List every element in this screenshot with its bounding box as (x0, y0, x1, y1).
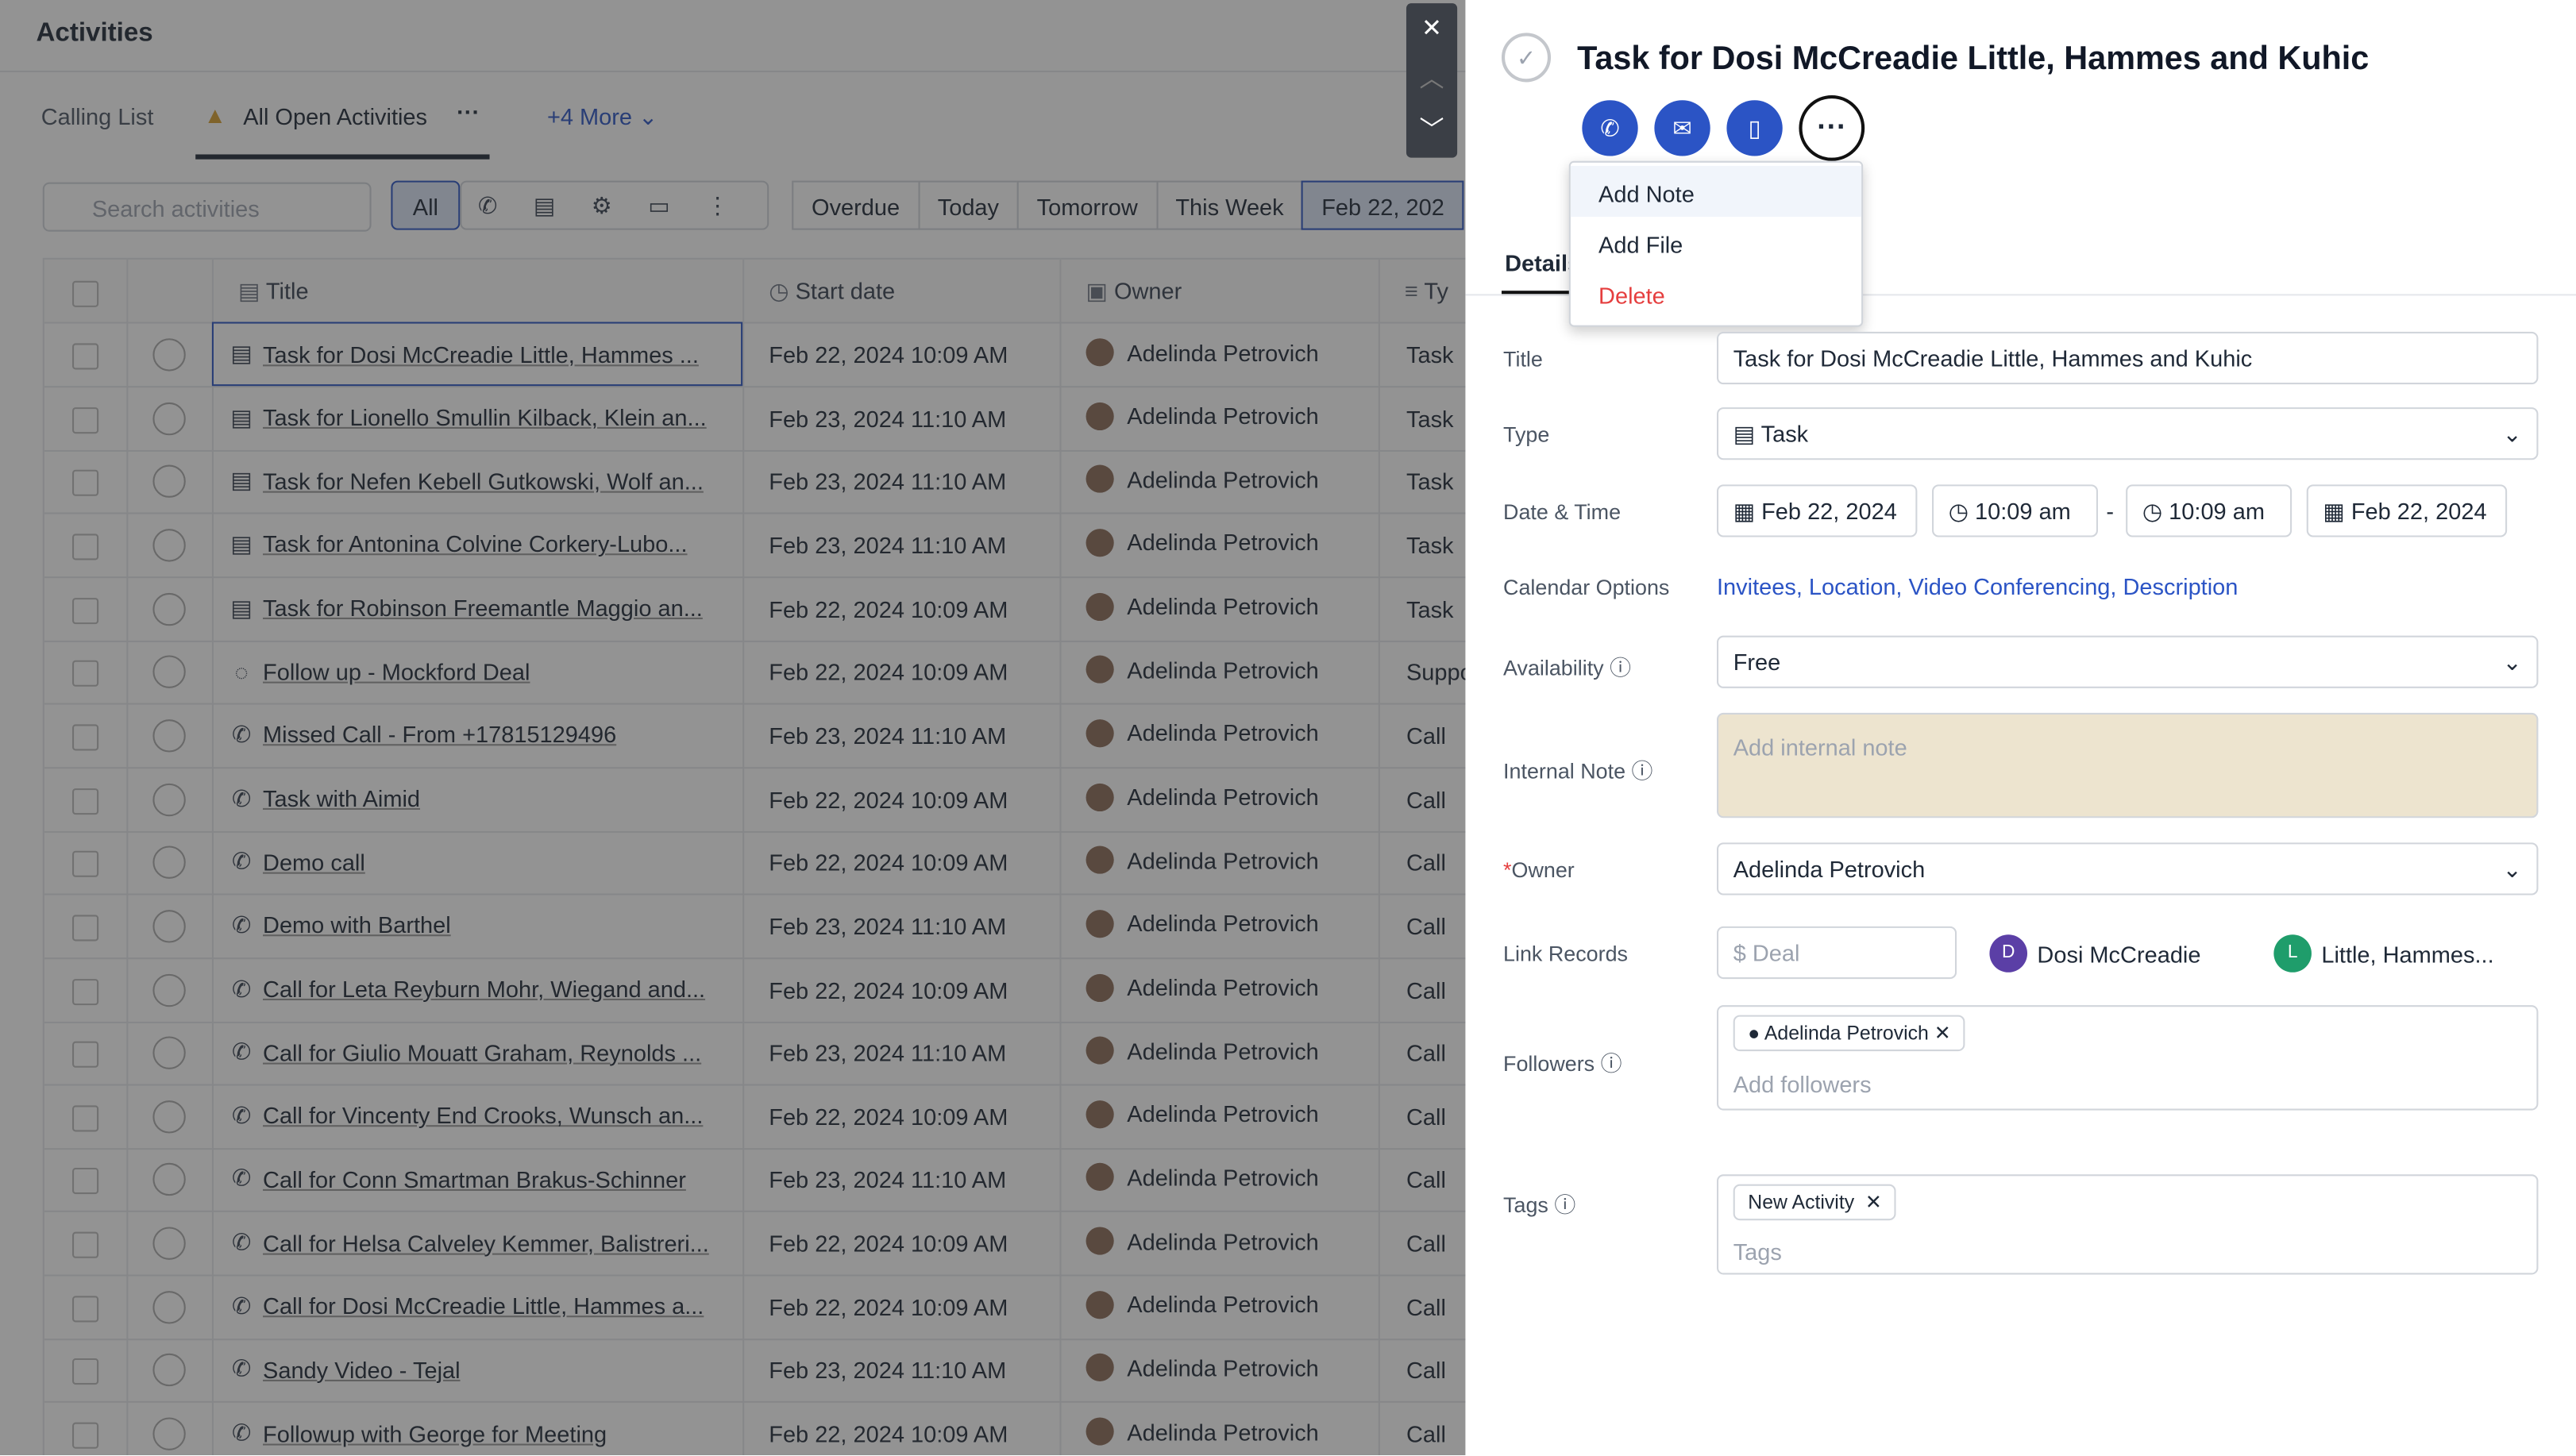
chip-text: Adelinda Petrovich (1764, 1021, 1929, 1045)
value: 10:09 am (2169, 497, 2265, 524)
tag-chip[interactable]: New Activity ✕ (1733, 1184, 1897, 1221)
start-time[interactable]: ◷ 10:09 am (1932, 484, 2098, 537)
tab-underline (1501, 291, 1578, 296)
type-select[interactable]: ▤ Task ⌄ (1717, 407, 2539, 460)
field-label: Type (1503, 422, 1550, 447)
chip-text: New Activity (1748, 1190, 1855, 1214)
availability-select[interactable]: Free ⌄ (1717, 635, 2539, 688)
more-button[interactable]: ··· (1799, 94, 1865, 161)
field-label: Calendar Options (1503, 575, 1670, 600)
label-text: Followers (1503, 1051, 1595, 1077)
value-text: Task (1760, 419, 1809, 446)
record-name: Little, Hammes... (2321, 940, 2494, 967)
avatar: L (2273, 934, 2312, 973)
placeholder: Add internal note (1733, 734, 1907, 761)
value: Feb 22, 2024 (2350, 497, 2487, 524)
menu-item[interactable]: Delete (1598, 282, 1665, 309)
separator: - (2106, 497, 2114, 524)
required-mark: * (1503, 857, 1512, 882)
nav-controls[interactable]: ✕ ︿ ﹀ (1406, 3, 1458, 158)
call-button[interactable]: ✆ (1582, 100, 1638, 156)
label-text: Internal Note (1503, 758, 1626, 784)
placeholder-text: Deal (1752, 939, 1800, 966)
record-name: Dosi McCreadie (2037, 940, 2201, 967)
field-label: *Owner (1503, 857, 1575, 882)
activities-view: Activities Calling List ▲ All Open Activ… (0, 0, 1475, 1456)
field-label: Date & Time (1503, 499, 1622, 524)
linked-record[interactable]: L Little, Hammes... (2273, 934, 2494, 973)
calendar-options[interactable]: Invitees, Location, Video Conferencing, … (1717, 573, 2239, 600)
field-label: Availability ⓘ (1503, 655, 1632, 680)
owner-select[interactable]: Adelinda Petrovich ⌄ (1717, 842, 2539, 896)
label-text: Tags (1503, 1192, 1548, 1218)
label-text: Owner (1511, 857, 1575, 882)
start-date[interactable]: ▦ Feb 22, 2024 (1717, 484, 1918, 537)
placeholder: Add followers (1733, 1070, 1872, 1098)
placeholder: Tags (1733, 1238, 1782, 1265)
menu-item[interactable]: Add File (1598, 231, 1683, 258)
deal-input[interactable]: $ Deal (1717, 926, 1957, 980)
value: Adelinda Petrovich (1733, 855, 1926, 882)
dropdown-menu: Add Note Add File Delete (1568, 160, 1864, 327)
field-label: Followers ⓘ (1503, 1051, 1622, 1077)
actions: ✆ ✉ ▯ ··· (1582, 94, 1865, 161)
note-input[interactable]: Add internal note (1717, 712, 2539, 819)
value: ▤ Task (1733, 419, 1809, 446)
title-input[interactable]: Task for Dosi McCreadie Little, Hammes a… (1717, 331, 2539, 385)
menu-item[interactable]: Add Note (1570, 165, 1862, 218)
value: Free (1733, 649, 1781, 676)
value: Feb 22, 2024 (1761, 497, 1897, 524)
divider (1465, 294, 2576, 296)
field-label: Tags ⓘ (1503, 1192, 1576, 1218)
end-time[interactable]: ◷ 10:09 am (2126, 484, 2293, 537)
complete-toggle[interactable]: ✓ (1501, 33, 1552, 83)
email-button[interactable]: ✉ (1654, 100, 1710, 156)
value: 10:09 am (1975, 497, 2071, 524)
placeholder: $ Deal (1733, 939, 1800, 966)
overlay[interactable] (0, 0, 1466, 1456)
followers-input[interactable]: ● Adelinda Petrovich ✕ Add followers (1717, 1005, 2539, 1111)
end-date[interactable]: ▦ Feb 22, 2024 (2306, 484, 2508, 537)
value: Task for Dosi McCreadie Little, Hammes a… (1733, 345, 2253, 372)
follower-chip[interactable]: ● Adelinda Petrovich ✕ (1733, 1015, 1966, 1052)
field-label: Title (1503, 346, 1543, 372)
details-tab[interactable]: Details (1505, 249, 1581, 276)
avatar: D (1989, 934, 2028, 973)
label-text: Availability (1503, 655, 1604, 680)
field-label: Internal Note ⓘ (1503, 758, 1653, 784)
tags-input[interactable]: New Activity ✕ Tags (1717, 1174, 2539, 1275)
linked-record[interactable]: D Dosi McCreadie (1989, 934, 2200, 973)
field-label: Link Records (1503, 941, 1629, 966)
task-button[interactable]: ▯ (1726, 100, 1783, 156)
detail-title: Task for Dosi McCreadie Little, Hammes a… (1577, 40, 2370, 78)
